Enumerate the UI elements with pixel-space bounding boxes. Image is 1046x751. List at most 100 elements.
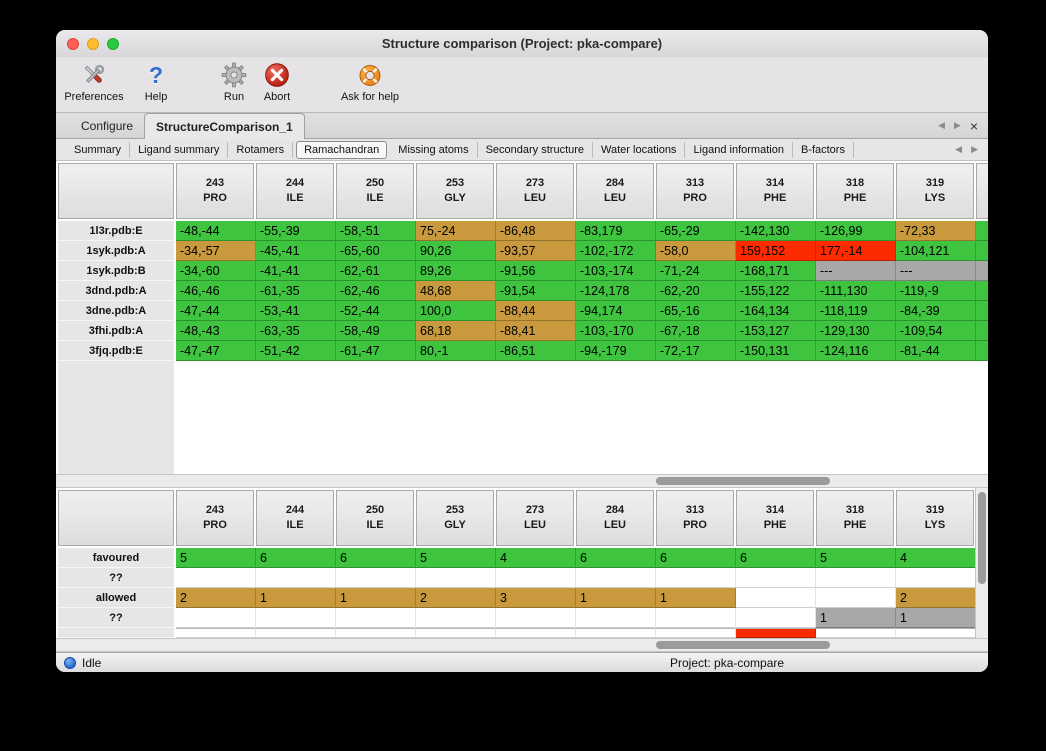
row-label[interactable]: favoured (58, 548, 174, 568)
ramachandran-cell[interactable]: -91,56 (496, 261, 576, 281)
summary-cell[interactable] (496, 628, 576, 638)
ramachandran-cell[interactable]: --- (896, 261, 976, 281)
ramachandran-cell[interactable]: --- (816, 261, 896, 281)
ramachandran-cell[interactable]: -63,-35 (256, 321, 336, 341)
ramachandran-cell[interactable]: -84,-39 (896, 301, 976, 321)
row-label[interactable] (58, 628, 174, 638)
subtab-missing-atoms[interactable]: Missing atoms (390, 141, 478, 158)
summary-cell[interactable]: 1 (896, 608, 976, 628)
summary-cell[interactable]: 4 (896, 548, 976, 568)
row-label[interactable]: 1syk.pdb:B (58, 261, 174, 281)
ramachandran-cell[interactable]: -65,-60 (336, 241, 416, 261)
subtab-secondary-structure[interactable]: Secondary structure (478, 141, 594, 158)
summary-cell[interactable] (416, 608, 496, 628)
ramachandran-cell[interactable]: -71,-24 (656, 261, 736, 281)
scrollbar-thumb[interactable] (978, 492, 986, 584)
vertical-scrollbar[interactable] (975, 488, 988, 638)
ramachandran-cell[interactable]: 159,152 (736, 241, 816, 261)
ramachandran-cell[interactable]: -88,44 (496, 301, 576, 321)
ramachandran-cell[interactable]: -46,-46 (176, 281, 256, 301)
column-header[interactable]: 244 ILE (256, 490, 334, 546)
column-header-corner[interactable] (58, 490, 174, 546)
summary-cell[interactable]: 2 (176, 588, 256, 608)
ramachandran-cell[interactable]: -45,-41 (256, 241, 336, 261)
ramachandran-cell[interactable]: -47,-47 (176, 341, 256, 361)
column-header[interactable]: 313 PRO (656, 490, 734, 546)
ramachandran-cell[interactable]: -168,171 (736, 261, 816, 281)
ramachandran-cell[interactable]: -129,130 (816, 321, 896, 341)
summary-cell[interactable] (736, 568, 816, 588)
ramachandran-cell[interactable]: -47,-44 (176, 301, 256, 321)
summary-cell[interactable]: 6 (336, 548, 416, 568)
ramachandran-cell[interactable]: -93,57 (496, 241, 576, 261)
column-header[interactable]: 253 GLY (416, 163, 494, 219)
subtab-forward-icon[interactable]: ▶ (971, 144, 978, 154)
ramachandran-cell[interactable]: -41,-41 (256, 261, 336, 281)
ramachandran-cell[interactable]: -61,-47 (336, 341, 416, 361)
ramachandran-cell[interactable]: -155,122 (736, 281, 816, 301)
ramachandran-cell[interactable]: -48,-44 (176, 221, 256, 241)
ramachandran-cell[interactable]: -103,-174 (576, 261, 656, 281)
ramachandran-cell[interactable]: -65,-29 (656, 221, 736, 241)
summary-cell[interactable]: 2 (896, 588, 976, 608)
tab-forward-icon[interactable]: ▶ (953, 120, 961, 130)
ramachandran-cell[interactable]: -53,-41 (256, 301, 336, 321)
summary-cell[interactable]: 5 (416, 548, 496, 568)
ramachandran-cell[interactable]: -51,-42 (256, 341, 336, 361)
summary-cell[interactable]: 1 (816, 608, 896, 628)
subtab-ramachandran[interactable]: Ramachandran (296, 140, 388, 159)
column-header[interactable]: 250 ILE (336, 490, 414, 546)
ramachandran-cell[interactable]: -86,48 (496, 221, 576, 241)
subtab-water-locations[interactable]: Water locations (593, 141, 686, 158)
ramachandran-cell[interactable]: -83,179 (576, 221, 656, 241)
summary-cell[interactable]: 6 (736, 548, 816, 568)
column-header-corner[interactable] (58, 163, 174, 219)
summary-cell[interactable]: 3 (496, 588, 576, 608)
ramachandran-cell[interactable]: -67,-18 (656, 321, 736, 341)
ramachandran-cell[interactable]: -126,99 (816, 221, 896, 241)
ramachandran-cell[interactable]: -48,-43 (176, 321, 256, 341)
horizontal-scrollbar-bottom[interactable] (56, 638, 988, 652)
ramachandran-cell[interactable]: -124,178 (576, 281, 656, 301)
subtab-ligand-summary[interactable]: Ligand summary (130, 141, 229, 158)
summary-cell[interactable] (816, 628, 896, 638)
ramachandran-cell[interactable]: -109,54 (896, 321, 976, 341)
summary-cell[interactable] (736, 628, 816, 638)
summary-cell[interactable] (656, 608, 736, 628)
summary-cell[interactable]: 1 (576, 588, 656, 608)
summary-cell[interactable]: 1 (256, 588, 336, 608)
ramachandran-cell[interactable]: -118,119 (816, 301, 896, 321)
column-header[interactable]: 318 PHE (816, 163, 894, 219)
summary-cell[interactable]: 5 (816, 548, 896, 568)
summary-cell[interactable] (336, 628, 416, 638)
summary-cell[interactable]: 2 (416, 588, 496, 608)
scrollbar-thumb[interactable] (656, 477, 830, 485)
column-header[interactable]: 273 LEU (496, 490, 574, 546)
summary-cell[interactable] (496, 568, 576, 588)
ramachandran-cell[interactable]: -111,130 (816, 281, 896, 301)
column-header[interactable]: 313 PRO (656, 163, 734, 219)
ramachandran-cell[interactable]: -150,131 (736, 341, 816, 361)
summary-cell[interactable] (576, 568, 656, 588)
ramachandran-cell[interactable]: -58,-51 (336, 221, 416, 241)
summary-cell[interactable]: 6 (656, 548, 736, 568)
ramachandran-cell[interactable]: -55,-39 (256, 221, 336, 241)
ask-for-help-button[interactable]: Ask for help (326, 60, 414, 103)
ramachandran-cell[interactable]: -52,-44 (336, 301, 416, 321)
ramachandran-cell[interactable]: -62,-46 (336, 281, 416, 301)
ramachandran-cell[interactable]: 68,18 (416, 321, 496, 341)
summary-cell[interactable] (816, 588, 896, 608)
ramachandran-cell[interactable]: 75,-24 (416, 221, 496, 241)
column-header[interactable]: 318 PHE (816, 490, 894, 546)
ramachandran-cell[interactable]: 100,0 (416, 301, 496, 321)
column-header[interactable]: 243 PRO (176, 163, 254, 219)
minimize-button[interactable] (87, 38, 99, 50)
subtab-back-icon[interactable]: ◀ (955, 144, 963, 154)
scrollbar-thumb[interactable] (656, 641, 830, 649)
ramachandran-cell[interactable]: -72,33 (896, 221, 976, 241)
ramachandran-cell[interactable]: 89,26 (416, 261, 496, 281)
ramachandran-cell[interactable]: -102,-172 (576, 241, 656, 261)
summary-cell[interactable] (656, 628, 736, 638)
titlebar[interactable]: Structure comparison (Project: pka-compa… (56, 30, 988, 57)
ramachandran-cell[interactable]: 80,-1 (416, 341, 496, 361)
